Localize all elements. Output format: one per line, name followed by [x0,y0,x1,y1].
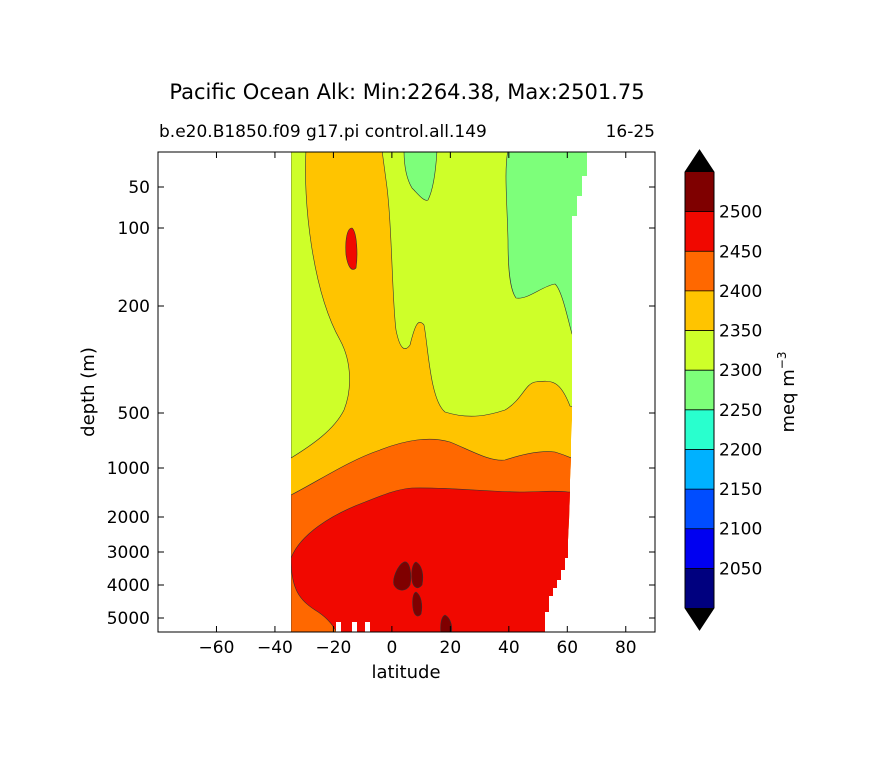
x-tick-label: −20 [315,638,351,658]
colorbar-swatch [685,528,714,569]
y-tick-label: 100 [118,219,150,239]
colorbar-swatch [685,449,714,490]
colorbar-tick-label: 2250 [719,401,762,421]
y-axis-label: depth (m) [78,347,99,437]
gap-1 [336,622,341,632]
chart-subtitle-right: 16-25 [606,122,655,142]
colorbar-swatch [685,409,714,450]
y-tick-label: 50 [128,178,150,198]
band-2500-2550-patch-b [411,561,424,589]
x-tick-label: 80 [615,638,637,658]
x-tick-label: −60 [199,638,235,658]
gap-3 [365,622,370,632]
x-tick-label: −40 [257,638,293,658]
x-tick-label: 0 [386,638,397,658]
band-2250-2300-surface [403,152,438,201]
colorbar-over-arrow [685,150,714,172]
colorbar-outline [684,149,715,631]
x-axis-label: latitude [371,662,440,683]
colorbar-under-arrow [685,608,714,630]
band-2450-2500-lens [345,227,358,270]
colorbar-swatch [685,489,714,529]
gap-2 [352,622,357,632]
band-2500-2550-patch-d [440,614,453,632]
colorbar-swatch [685,211,714,252]
colorbar-tick-label: 2200 [719,440,762,460]
colorbar-tick-label: 2450 [719,242,762,262]
y-tick-label: 4000 [107,576,150,596]
y-tick-label: 1000 [107,459,150,479]
band-2300-2350-south [291,152,350,459]
x-axis: −60 −40 −20 0 20 40 60 80 [199,152,637,658]
colorbar-tick-label: 2100 [719,520,762,540]
colorbar-swatch [685,568,714,608]
y-tick-label: 2000 [107,508,150,528]
y-axis: 50 100 200 500 1000 2000 3000 4000 5000 [107,178,655,629]
chart-title: Pacific Ocean Alk: Min:2264.38, Max:2501… [169,80,644,104]
band-2500-2550-patch-c [412,591,423,617]
chart-subtitle-left: b.e20.B1850.f09 g17.pi control.all.149 [159,122,487,142]
contour-field [291,152,587,632]
y-tick-label: 500 [118,404,150,424]
colorbar-tick-label: 2500 [719,203,762,223]
y-tick-label: 5000 [107,609,150,629]
plot-frame [157,151,656,633]
colorbar-swatch [685,251,714,291]
colorbar-label: meq m−3 [775,352,799,433]
colorbar: 2050 2100 2150 2200 2250 2300 2350 2400 2450 2500 [684,149,762,631]
colorbar-swatch [685,290,714,331]
band-2500-2550-patch-a [393,561,412,591]
colorbar-tick-label: 2050 [719,559,762,579]
colorbar-tick-label: 2300 [719,361,762,381]
colorbar-tick-label: 2350 [719,322,762,342]
x-tick-label: 40 [498,638,520,658]
x-tick-label: 60 [556,638,578,658]
x-tick-label: 20 [440,638,462,658]
band-2450-2500 [291,487,587,632]
y-tick-label: 200 [118,297,150,317]
colorbar-tick-label: 2400 [719,282,762,302]
colorbar-swatch [685,172,714,212]
colorbar-swatch [685,370,714,410]
colorbar-label-text: meq m [778,369,799,432]
y-tick-label: 3000 [107,543,150,563]
colorbar-swatch [685,330,714,371]
colorbar-tick-label: 2150 [719,480,762,500]
colorbar-label-superscript: −3 [775,352,789,370]
